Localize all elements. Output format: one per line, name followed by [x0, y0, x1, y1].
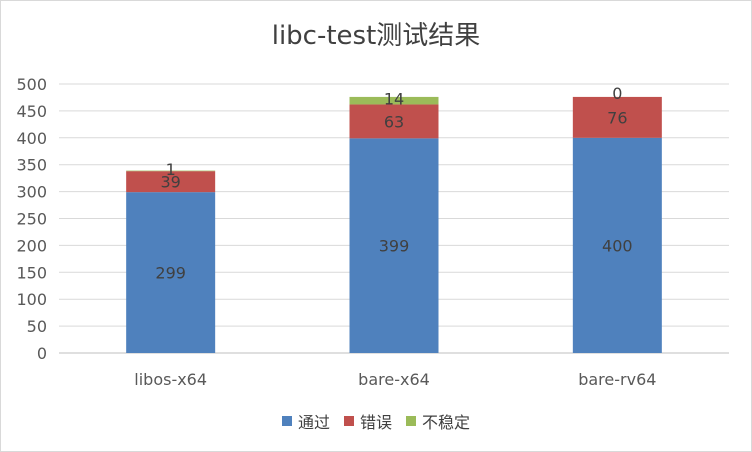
- legend-label: 通过: [297, 413, 330, 432]
- data-label-libos-x64-通过: 299: [155, 264, 186, 283]
- data-label-libos-x64-不稳定: 1: [166, 160, 176, 179]
- y-tick-label-50: 50: [27, 317, 47, 336]
- y-tick-label-100: 100: [16, 290, 47, 309]
- bar-bare-x64-通过: [349, 138, 439, 353]
- data-label-bare-rv64-错误: 76: [607, 108, 627, 127]
- y-tick-label-300: 300: [16, 183, 47, 202]
- legend-item: 不稳定: [406, 409, 470, 433]
- y-tick-label-200: 200: [16, 236, 47, 255]
- data-label-bare-x64-错误: 63: [384, 112, 404, 131]
- chart-title: libc-test测试结果: [271, 21, 481, 51]
- y-tick-label-500: 500: [16, 75, 47, 94]
- data-label-bare-rv64-不稳定: 0: [612, 84, 622, 103]
- legend-label: 不稳定: [422, 413, 471, 432]
- x-tick-label-libos-x64: libos-x64: [134, 370, 207, 389]
- y-tick-label-0: 0: [37, 344, 47, 363]
- data-label-bare-rv64-通过: 400: [602, 236, 633, 255]
- legend-item: 通过: [281, 409, 330, 433]
- data-label-bare-x64-不稳定: 14: [384, 90, 404, 109]
- legend-swatch: [406, 416, 416, 426]
- data-label-libos-x64-错误: 39: [160, 173, 180, 192]
- legend-label: 错误: [359, 413, 392, 432]
- y-tick-label-400: 400: [16, 129, 47, 148]
- bar-bare-rv64-错误: [572, 96, 662, 138]
- bar-bare-rv64-通过: [572, 137, 662, 353]
- x-tick-label-bare-rv64: bare-rv64: [578, 370, 656, 389]
- chart-legend: 通过 错误 不稳定: [1, 409, 751, 433]
- y-tick-label-350: 350: [16, 156, 47, 175]
- legend-item: 错误: [343, 409, 392, 433]
- legend-swatch: [343, 416, 354, 426]
- bar-libos-x64-通过: [126, 192, 216, 353]
- bar-bare-x64-不稳定: [349, 96, 439, 105]
- y-tick-label-150: 150: [16, 263, 47, 282]
- bar-libos-x64-不稳定: [126, 170, 216, 172]
- y-tick-label-250: 250: [16, 210, 47, 229]
- bar-libos-x64-错误: [126, 171, 216, 193]
- bar-bare-x64-错误: [349, 104, 439, 139]
- y-tick-label-450: 450: [16, 102, 47, 121]
- legend-swatch: [281, 416, 292, 426]
- x-tick-label-bare-x64: bare-x64: [358, 370, 430, 389]
- data-label-bare-x64-通过: 399: [379, 237, 410, 256]
